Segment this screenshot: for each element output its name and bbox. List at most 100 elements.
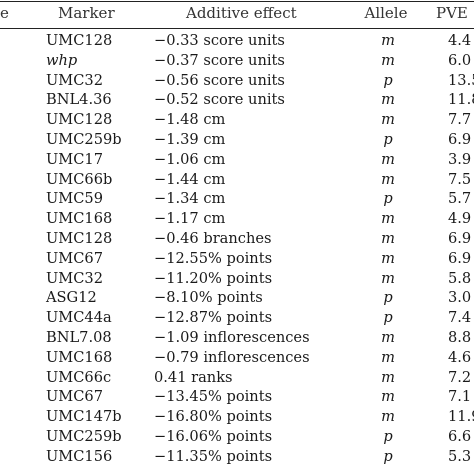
cell-allele: m xyxy=(381,32,395,49)
cell-pve: 3.9 xyxy=(448,150,472,168)
cell-additive-effect: −13.45% points xyxy=(154,388,273,406)
table-row: UMC259b −16.06% points p 6.6 xyxy=(0,427,474,447)
cell-marker: UMC156 xyxy=(46,447,113,465)
cell-marker: UMC44a xyxy=(46,309,112,327)
cell-pve: 6.9 xyxy=(448,249,472,267)
table-header-row: e Marker Additive effect Allele PVE xyxy=(0,0,474,26)
table-row: BNL7.08 −1.09 inflorescences m 8.8 xyxy=(0,328,474,348)
cell-additive-effect: −0.52 score units xyxy=(154,91,285,109)
cell-pve: 11.8 xyxy=(448,91,474,109)
cell-additive-effect: −16.06% points xyxy=(154,428,273,445)
table-row: UMC128 −0.33 score units m 4.4 xyxy=(0,31,474,51)
cell-marker: UMC168 xyxy=(46,348,113,366)
cell-marker: BNL7.08 xyxy=(46,329,112,346)
cell-marker: UMC128 xyxy=(46,111,113,129)
cell-additive-effect: −1.44 cm xyxy=(154,170,226,188)
cell-pve: 8.8 xyxy=(448,329,472,346)
cell-marker: UMC32 xyxy=(46,269,103,287)
table-row: ASG12 −8.10% points p 3.0 xyxy=(0,288,474,308)
cell-marker: UMC32 xyxy=(46,71,103,89)
cell-pve: 7.4 xyxy=(448,309,472,327)
table-row: UMC17 −1.06 cm m 3.9 xyxy=(0,150,474,170)
cell-additive-effect: −12.87% points xyxy=(154,309,273,327)
table-row: UMC67 −12.55% points m 6.9 xyxy=(0,249,474,269)
cell-additive-effect: −1.06 cm xyxy=(154,150,226,168)
cell-allele: p xyxy=(383,190,393,208)
table-top-rule xyxy=(0,1,474,2)
cell-allele: m xyxy=(381,210,395,228)
cell-additive-effect: −1.48 cm xyxy=(154,111,226,129)
cell-allele: m xyxy=(381,368,395,386)
cell-allele: m xyxy=(381,408,395,426)
cell-allele: m xyxy=(381,269,395,287)
cell-allele: p xyxy=(383,309,393,327)
cell-pve: 3.0 xyxy=(448,289,472,307)
cell-marker: whp xyxy=(46,51,78,69)
table-row: UMC168 −0.79 inflorescences m 4.6 xyxy=(0,348,474,368)
header-marker: Marker xyxy=(58,4,115,22)
cell-additive-effect: −11.35% points xyxy=(154,447,273,465)
cell-pve: 4.4 xyxy=(448,32,472,49)
cell-additive-effect: 0.41 ranks xyxy=(154,368,233,386)
cell-pve: 11.9 xyxy=(448,408,474,426)
cell-pve: 13.5 xyxy=(448,71,474,89)
cell-pve: 7.7 xyxy=(448,111,472,129)
cell-additive-effect: −1.39 cm xyxy=(154,131,226,148)
cell-allele: m xyxy=(381,329,395,346)
cell-allele: m xyxy=(381,111,395,129)
cell-pve: 7.5 xyxy=(448,170,472,188)
table-row: UMC128 −1.48 cm m 7.7 xyxy=(0,110,474,130)
cell-additive-effect: −1.34 cm xyxy=(154,190,226,208)
cell-additive-effect: −0.37 score units xyxy=(154,51,285,69)
table-row: UMC259b −1.39 cm p 6.9 xyxy=(0,130,474,150)
cell-pve: 4.9 xyxy=(448,210,472,228)
table-row: BNL4.36 −0.52 score units m 11.8 xyxy=(0,90,474,110)
cell-pve: 5.7 xyxy=(448,190,472,208)
cell-allele: m xyxy=(381,249,395,267)
cell-allele: m xyxy=(381,348,395,366)
table-row: whp −0.37 score units m 6.0 xyxy=(0,51,474,71)
cell-additive-effect: −0.46 branches xyxy=(154,230,272,247)
cell-additive-effect: −12.55% points xyxy=(154,249,273,267)
cell-marker: UMC67 xyxy=(46,249,103,267)
cell-allele: m xyxy=(381,51,395,69)
cell-allele: m xyxy=(381,91,395,109)
cell-additive-effect: −1.09 inflorescences xyxy=(154,329,310,346)
table-row: UMC32 −0.56 score units p 13.5 xyxy=(0,71,474,91)
table-row: UMC44a −12.87% points p 7.4 xyxy=(0,308,474,328)
cell-pve: 6.6 xyxy=(448,428,472,445)
table-row: UMC147b −16.80% points m 11.9 xyxy=(0,407,474,427)
cell-marker: UMC147b xyxy=(46,408,122,426)
cell-pve: 6.0 xyxy=(448,51,472,69)
table-row: UMC168 −1.17 cm m 4.9 xyxy=(0,209,474,229)
cell-marker: UMC17 xyxy=(46,150,103,168)
cell-marker: UMC66c xyxy=(46,368,112,386)
cell-pve: 4.6 xyxy=(448,348,472,366)
cell-marker: UMC67 xyxy=(46,388,103,406)
table-header-rule xyxy=(0,28,474,29)
cell-marker: BNL4.36 xyxy=(46,91,112,109)
cell-pve: 6.9 xyxy=(448,131,472,148)
cell-pve: 7.1 xyxy=(448,388,472,406)
cell-additive-effect: −8.10% points xyxy=(154,289,263,307)
header-pve: PVE xyxy=(436,4,468,22)
cell-additive-effect: −16.80% points xyxy=(154,408,273,426)
cell-pve: 5.3 xyxy=(448,447,472,465)
cell-marker: UMC66b xyxy=(46,170,113,188)
cell-allele: m xyxy=(381,388,395,406)
cell-marker: UMC128 xyxy=(46,230,113,247)
cell-pve: 7.2 xyxy=(448,368,472,386)
cell-additive-effect: −1.17 cm xyxy=(154,210,226,228)
table-row: UMC59 −1.34 cm p 5.7 xyxy=(0,189,474,209)
cell-marker: ASG12 xyxy=(46,289,97,307)
cell-additive-effect: −11.20% points xyxy=(154,269,273,287)
cell-allele: p xyxy=(383,447,393,465)
cell-marker: UMC168 xyxy=(46,210,113,228)
cell-allele: p xyxy=(383,289,393,307)
cell-marker: UMC128 xyxy=(46,32,113,49)
cell-allele: p xyxy=(383,71,393,89)
table-row: UMC128 −0.46 branches m 6.9 xyxy=(0,229,474,249)
cell-allele: m xyxy=(381,150,395,168)
header-allele: Allele xyxy=(364,4,408,22)
